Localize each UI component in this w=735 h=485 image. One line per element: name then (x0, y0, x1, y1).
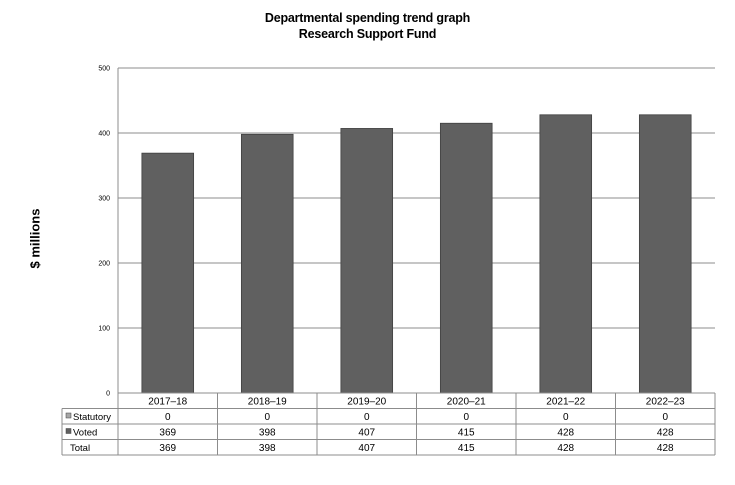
chart-title: Departmental spending trend graph (264, 11, 471, 25)
y-tick-label-500: 500 (98, 66, 110, 73)
table-cell-voted-5: 428 (657, 428, 674, 439)
table-row-label-voted: Voted (73, 428, 97, 439)
table-cell-statutory-5: 0 (662, 412, 668, 423)
table-cell-voted-1: 398 (259, 428, 276, 439)
chart-subtitle: Research Support Fund (298, 27, 437, 41)
table-cell-statutory-1: 0 (264, 412, 270, 423)
legend-swatch-voted (65, 428, 72, 434)
x-tick-label-5: 2022–23 (646, 397, 685, 408)
table-cell-statutory-2: 0 (364, 412, 370, 423)
y-tick-label-0: 0 (106, 391, 110, 398)
bar-voted-0 (141, 152, 195, 394)
bar-voted-2 (340, 128, 394, 394)
table-cell-total-2: 407 (358, 443, 375, 454)
y-tick-label-100: 100 (98, 326, 110, 333)
bar-voted-3 (439, 122, 493, 394)
table-cell-total-1: 398 (259, 443, 276, 454)
x-tick-label-3: 2020–21 (447, 397, 486, 408)
table-cell-voted-2: 407 (358, 428, 375, 439)
legend-swatch-statutory (65, 412, 72, 419)
table-cell-total-5: 428 (657, 443, 674, 454)
x-tick-label-1: 2018–19 (248, 397, 287, 408)
table-cell-voted-0: 369 (159, 428, 176, 439)
y-tick-label-400: 400 (98, 131, 110, 138)
table-cell-voted-3: 415 (458, 428, 475, 439)
table-cell-voted-4: 428 (557, 428, 574, 439)
table-row-label-total: Total (70, 443, 90, 454)
y-tick-label-200: 200 (98, 261, 110, 268)
table-cell-total-0: 369 (159, 443, 176, 454)
table-cell-statutory-4: 0 (563, 412, 569, 423)
x-tick-label-0: 2017–18 (148, 397, 187, 408)
table-row-label-statutory: Statutory (73, 412, 111, 423)
table-cell-statutory-0: 0 (165, 412, 171, 423)
table-cell-total-4: 428 (557, 443, 574, 454)
bar-voted-1 (240, 133, 294, 394)
y-tick-label-300: 300 (98, 196, 110, 203)
x-tick-label-4: 2021–22 (546, 397, 585, 408)
bar-voted-5 (638, 114, 692, 394)
x-tick-label-2: 2019–20 (347, 397, 386, 408)
table-cell-total-3: 415 (458, 443, 475, 454)
bar-voted-4 (539, 114, 593, 394)
table-cell-statutory-3: 0 (463, 412, 469, 423)
